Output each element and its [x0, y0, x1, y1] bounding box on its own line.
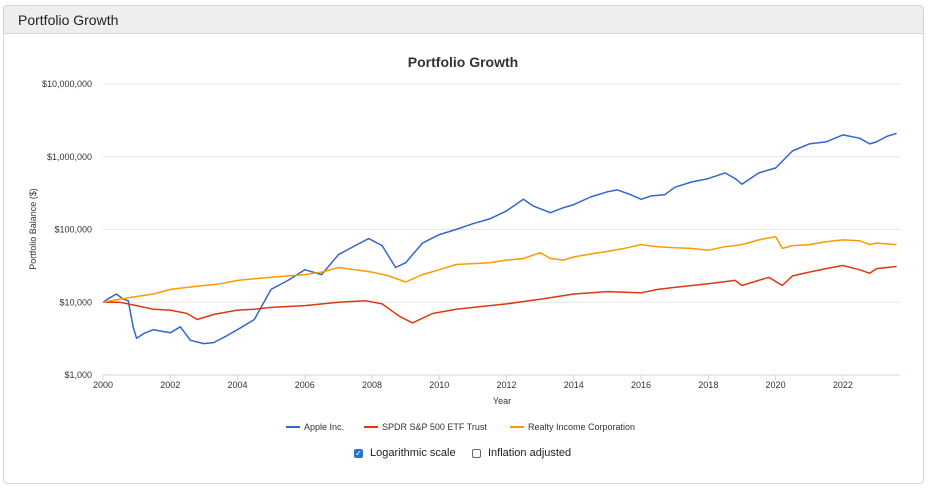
chart-title: Portfolio Growth — [408, 54, 518, 70]
x-tick-label: 2000 — [93, 380, 113, 390]
legend-label: Realty Income Corporation — [528, 422, 635, 432]
x-tick-label: 2018 — [698, 380, 718, 390]
legend-label: SPDR S&P 500 ETF Trust — [382, 422, 487, 432]
x-tick-label: 2012 — [497, 380, 517, 390]
panel-title: Portfolio Growth — [4, 6, 923, 34]
y-tick-label: $1,000 — [64, 370, 92, 380]
legend-label: Apple Inc. — [304, 422, 344, 432]
x-tick-label: 2008 — [362, 380, 382, 390]
y-tick-label: $1,000,000 — [47, 152, 92, 162]
x-tick-label: 2016 — [631, 380, 651, 390]
x-tick-label: 2002 — [160, 380, 180, 390]
log-scale-checkbox[interactable]: ✓ — [354, 448, 363, 458]
x-tick-label: 2006 — [295, 380, 315, 390]
x-tick-label: 2014 — [564, 380, 584, 390]
legend-item[interactable]: Apple Inc. — [286, 422, 344, 432]
gridlines — [103, 83, 900, 376]
inflation-adjusted-toggle[interactable]: Inflation adjusted — [472, 447, 571, 459]
series-line-apple-inc — [102, 132, 897, 345]
x-axis-label: Year — [493, 396, 511, 406]
series-line-spdr-s-p-500-etf-trust — [103, 264, 897, 324]
legend-item[interactable]: SPDR S&P 500 ETF Trust — [364, 422, 487, 432]
inflation-adjusted-label: Inflation adjusted — [488, 447, 572, 459]
x-tick-label: 2020 — [766, 380, 786, 390]
y-tick-label: $10,000 — [59, 297, 92, 307]
x-tick-label: 2010 — [429, 380, 449, 390]
y-axis-ticks: $1,000 $10,000 $100,000 $1,000,000 $10,000,0… — [42, 79, 92, 380]
portfolio-growth-panel: Portfolio Growth — [3, 5, 924, 484]
legend: Apple Inc. SPDR S&P 500 ETF Trust Realty I… — [286, 422, 635, 432]
x-axis-ticks: 2000 2002 2004 2006 2008 2010 2012 2014 2016 2018… — [93, 375, 853, 390]
y-axis-label: Portfolio Balance ($) — [28, 188, 38, 270]
inflation-adjusted-checkbox[interactable] — [472, 448, 481, 458]
series-lines — [102, 132, 897, 345]
x-tick-label: 2004 — [227, 380, 247, 390]
log-scale-label: Logarithmic scale — [370, 447, 456, 459]
series-line-realty-income-corporation — [102, 235, 897, 304]
x-tick-label: 2022 — [833, 380, 853, 390]
y-tick-label: $100,000 — [54, 225, 92, 235]
y-tick-label: $10,000,000 — [42, 79, 92, 89]
legend-item[interactable]: Realty Income Corporation — [510, 422, 635, 432]
log-scale-toggle[interactable]: ✓ Logarithmic scale — [354, 447, 456, 459]
chart-options: ✓ Logarithmic scale Inflation adjusted — [0, 447, 928, 465]
